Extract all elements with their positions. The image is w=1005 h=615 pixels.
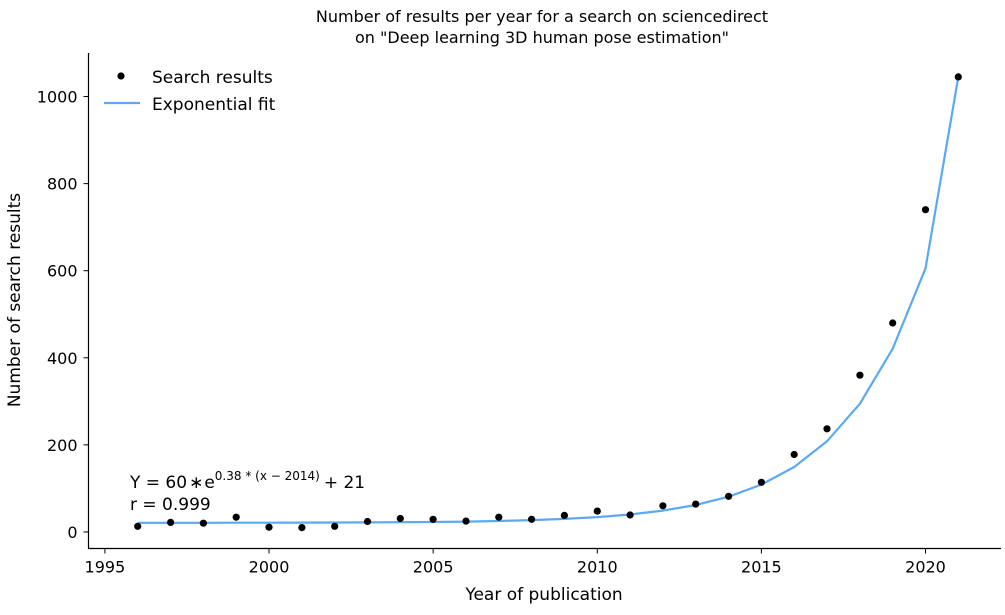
x-axis-label: Year of publication	[464, 585, 622, 605]
data-point	[823, 425, 831, 433]
data-point	[560, 511, 569, 519]
data-point	[134, 522, 142, 530]
data-point	[856, 371, 864, 379]
legend-label-search-results: Search results	[152, 68, 273, 88]
x-tick-label: 2010	[577, 558, 618, 577]
legend-marker-search-results	[117, 72, 125, 80]
y-tick-label: 0	[67, 523, 77, 542]
data-point	[528, 515, 536, 523]
chart-title-line-1: Number of results per year for a search …	[316, 7, 768, 26]
x-tick-label: 2015	[741, 558, 782, 577]
points-series-layer	[134, 73, 962, 532]
equation-suffix: + 21	[324, 473, 365, 493]
exponential-fit-line	[137, 76, 960, 524]
data-point	[495, 513, 503, 521]
data-point	[396, 514, 404, 523]
data-point	[167, 518, 175, 527]
data-point	[363, 517, 372, 526]
y-tick-label: 400	[47, 349, 78, 368]
equation-base: e	[204, 473, 214, 493]
data-point	[659, 502, 667, 510]
y-axis-label: Number of search results	[5, 193, 25, 407]
legend: Search results Exponential fit	[104, 68, 276, 115]
data-point	[725, 492, 733, 500]
equation-prefix: Y = 60	[129, 473, 187, 493]
y-tick-label: 600	[47, 262, 78, 281]
data-point	[692, 500, 700, 508]
data-point	[921, 206, 930, 214]
data-point	[265, 523, 273, 531]
data-point	[757, 478, 766, 486]
y-tick-label: 800	[47, 175, 78, 194]
r-annotation: r = 0.999	[130, 495, 211, 515]
data-point	[626, 511, 634, 519]
fit-series-layer	[137, 76, 960, 524]
data-point	[954, 73, 962, 81]
data-point	[199, 519, 207, 527]
y-axis-ticks: 0 200 400 600 800 1000	[37, 88, 89, 542]
x-tick-label: 2005	[413, 558, 454, 577]
x-tick-label: 2000	[249, 558, 290, 577]
x-tick-label: 1995	[85, 558, 126, 577]
data-point	[593, 507, 601, 515]
data-point	[429, 515, 437, 523]
equation-exponent: 0.38 * (x − 2014)	[215, 469, 320, 483]
equation-annotation: Y = 60 ∗e0.38 * (x − 2014) + 21	[129, 469, 365, 493]
y-tick-label: 1000	[37, 88, 78, 107]
x-axis-ticks: 1995 2000 2005 2010 2015 2020	[85, 548, 946, 577]
data-point	[790, 450, 798, 459]
data-point	[462, 517, 470, 525]
x-tick-label: 2020	[905, 558, 946, 577]
data-point	[298, 524, 306, 532]
equation-times-1: ∗	[189, 473, 203, 493]
legend-label-exponential-fit: Exponential fit	[152, 95, 276, 115]
data-point	[889, 319, 897, 327]
data-point	[232, 513, 240, 521]
data-point	[331, 522, 339, 530]
chart-title-line-2: on "Deep learning 3D human pose estimati…	[355, 28, 729, 47]
y-tick-label: 200	[47, 436, 78, 455]
